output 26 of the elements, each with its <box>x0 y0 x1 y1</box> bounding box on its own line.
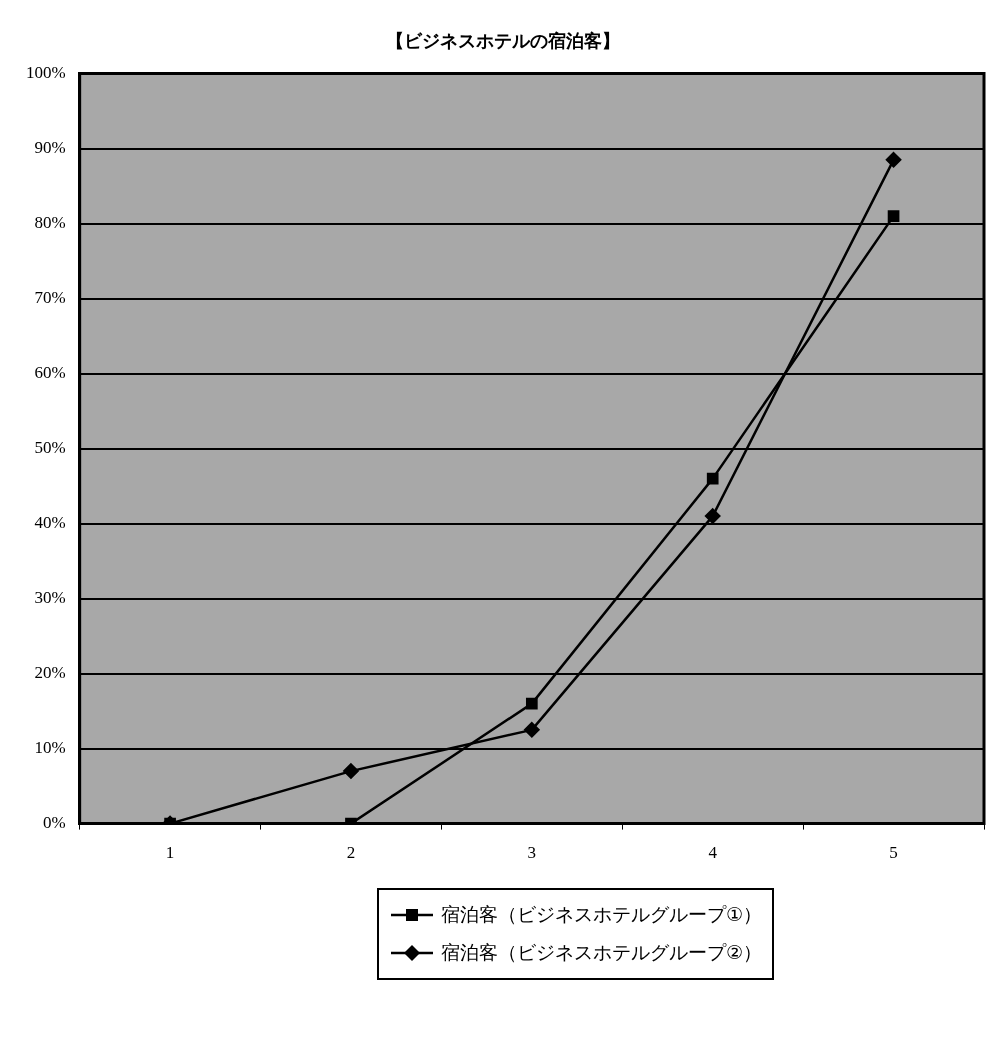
y-tick-label: 80% <box>34 213 66 233</box>
point <box>885 152 902 168</box>
y-tick-label: 60% <box>34 363 66 383</box>
point <box>706 472 719 485</box>
legend-label: 宿泊客（ビジネスホテルグループ①） <box>440 902 763 927</box>
legend-label: 宿泊客（ビジネスホテルグループ②） <box>440 940 763 965</box>
x-tick-label: 2 <box>346 843 356 863</box>
x-tick-label: 4 <box>708 843 718 863</box>
y-tick-label: 0% <box>42 813 66 833</box>
point <box>525 697 538 710</box>
point <box>524 722 540 738</box>
point <box>343 763 359 779</box>
y-tick-label: 70% <box>34 288 66 308</box>
y-tick-label: 20% <box>34 663 66 683</box>
x-tick-label: 1 <box>165 843 175 863</box>
chart-title: 【ビジネスホテルの宿泊客】 <box>385 30 620 52</box>
x-tick-label: 5 <box>889 843 898 863</box>
y-tick-label: 30% <box>34 588 66 608</box>
y-tick-label: 100% <box>25 63 66 83</box>
y-tick-label: 90% <box>34 138 66 158</box>
point <box>704 508 721 524</box>
point <box>887 210 900 222</box>
y-tick-label: 40% <box>34 513 66 533</box>
y-tick-label: 50% <box>34 438 66 458</box>
x-tick-label: 3 <box>527 843 537 863</box>
y-tick-label: 10% <box>34 738 66 758</box>
